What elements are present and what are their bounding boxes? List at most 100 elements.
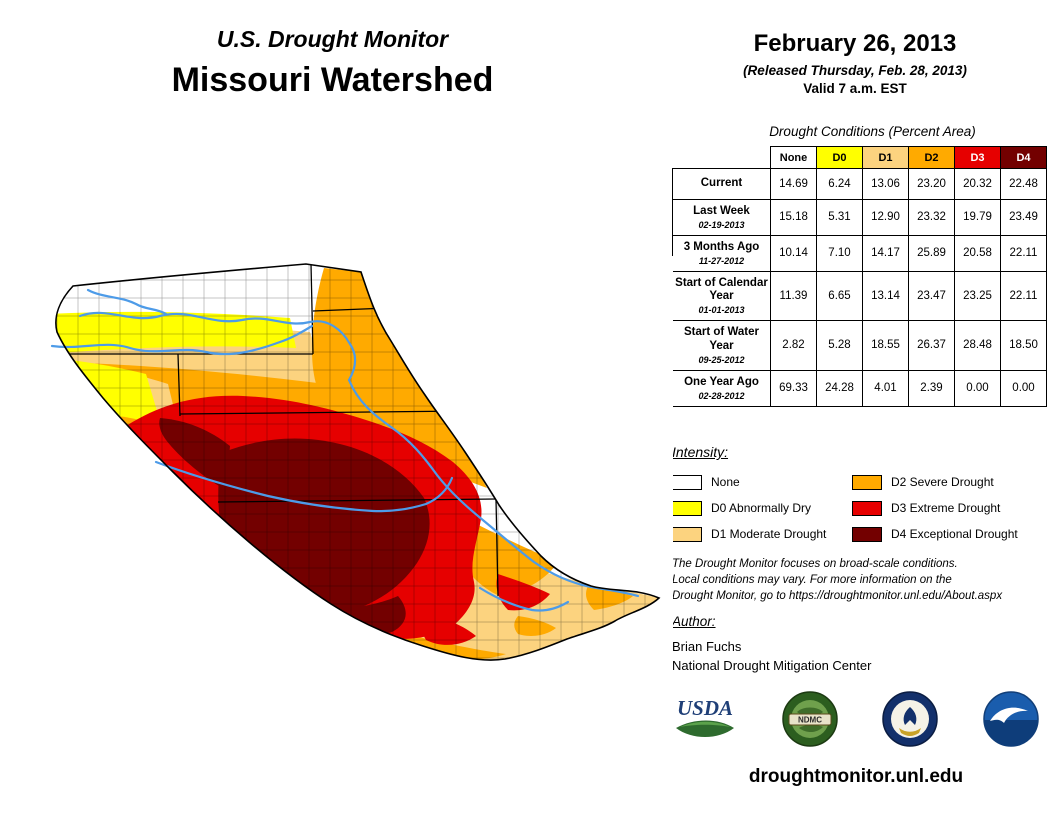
- commerce-logo: [882, 691, 939, 747]
- swatch-d4: [852, 526, 882, 542]
- table-row-start-water-year: Start of Water Year 09-25-2012 2.82 5.28…: [672, 320, 1047, 371]
- legend-item-d3: D3 Extreme Drought: [852, 495, 1018, 521]
- region-d2: [311, 268, 487, 488]
- cell: 15.18: [770, 199, 817, 236]
- row-label: One Year Ago: [684, 375, 759, 388]
- cell: 11.39: [770, 270, 817, 322]
- swatch-none: [672, 474, 702, 490]
- row-date: 11-27-2012: [698, 255, 745, 266]
- col-header-d2: D2: [908, 146, 955, 169]
- cell: 14.17: [862, 234, 909, 272]
- cell: 5.28: [816, 320, 863, 371]
- region-d2: [586, 586, 633, 610]
- cell: 13.06: [862, 168, 909, 200]
- logo-row: USDA NDMC: [672, 690, 1040, 748]
- row-label: Current: [700, 177, 743, 190]
- cell: 23.49: [1000, 199, 1047, 236]
- region-d3: [496, 574, 550, 611]
- legend-title: Intensity:: [672, 444, 729, 460]
- ndmc-logo: NDMC: [781, 691, 838, 747]
- cell: 26.37: [908, 320, 955, 371]
- col-header-d1: D1: [862, 146, 909, 169]
- cell: 22.11: [1000, 270, 1047, 322]
- author-heading: Author:: [672, 614, 716, 629]
- cell: 6.24: [816, 168, 863, 200]
- legend-item-d1: D1 Moderate Drought: [672, 521, 852, 547]
- drought-map: [28, 256, 673, 716]
- state-borders: [44, 263, 499, 597]
- disclaimer-text: The Drought Monitor focuses on broad-sca…: [672, 558, 1003, 603]
- cell: 28.48: [954, 320, 1001, 371]
- drought-conditions-table: None D0 D1 D2 D3 D4 Current 14.69 6.24 1…: [672, 146, 1047, 407]
- cell: 23.25: [954, 270, 1001, 322]
- region-title: Missouri Watershed: [171, 61, 494, 99]
- row-label: Last Week: [693, 205, 750, 217]
- cell: 23.47: [908, 270, 955, 322]
- row-date: 01-01-2013: [698, 305, 745, 316]
- release-date: (Released Thursday, Feb. 28, 2013): [743, 63, 967, 78]
- missouri-river: [50, 288, 640, 612]
- footer-url[interactable]: droughtmonitor.unl.edu: [748, 766, 964, 787]
- region-d2: [514, 616, 556, 636]
- cell: 18.50: [1000, 320, 1047, 371]
- svg-text:USDA: USDA: [677, 696, 733, 720]
- col-header-none: None: [770, 146, 817, 169]
- author-block: Author: Brian Fuchs National Drought Mit…: [672, 614, 871, 673]
- cell: 69.33: [770, 369, 817, 407]
- cell: 20.58: [954, 234, 1001, 272]
- legend-item-d0: D0 Abnormally Dry: [672, 495, 852, 521]
- author-organization: National Drought Mitigation Center: [672, 658, 872, 673]
- cell: 2.39: [908, 369, 955, 407]
- table-row-3-months-ago: 3 Months Ago 11-27-2012 10.14 7.10 14.17…: [672, 234, 1047, 272]
- row-date: 02-28-2012: [698, 390, 745, 401]
- cell: 14.69: [770, 168, 817, 200]
- swatch-d2: [852, 474, 882, 490]
- noaa-logo: [983, 691, 1039, 747]
- swatch-d1: [672, 526, 702, 542]
- table-title: Drought Conditions (Percent Area): [769, 124, 976, 139]
- cell: 22.11: [1000, 234, 1047, 272]
- table-corner-cell: [672, 146, 771, 169]
- swatch-d3: [852, 500, 882, 516]
- region-d4: [159, 418, 230, 490]
- svg-text:NDMC: NDMC: [798, 716, 822, 725]
- cell: 12.90: [862, 199, 909, 236]
- legend-item-none: None: [672, 469, 852, 495]
- table-row-one-year-ago: One Year Ago 02-28-2012 69.33 24.28 4.01…: [672, 369, 1047, 407]
- legend-item-d4: D4 Exceptional Drought: [852, 521, 1018, 547]
- region-d3: [421, 614, 476, 645]
- col-header-d3: D3: [954, 146, 1001, 169]
- title-block: U.S. Drought Monitor Missouri Watershed: [60, 26, 605, 100]
- row-label: Start of Calendar Year: [675, 276, 768, 303]
- row-label: Start of Water Year: [684, 326, 759, 352]
- col-header-d4: D4: [1000, 146, 1047, 169]
- author-name: Brian Fuchs: [672, 639, 742, 654]
- legend-item-d2: D2 Severe Drought: [852, 469, 1018, 495]
- cell: 24.28: [816, 369, 863, 407]
- report-title: U.S. Drought Monitor: [216, 26, 449, 52]
- cell: 19.79: [954, 199, 1001, 236]
- watershed-outline: [55, 263, 661, 661]
- row-date: 02-19-2013: [698, 219, 745, 230]
- region-d0: [44, 311, 296, 354]
- table-header-row: None D0 D1 D2 D3 D4: [672, 146, 1047, 169]
- table-row-last-week: Last Week 02-19-2013 15.18 5.31 12.90 23…: [672, 199, 1047, 236]
- missouri-watershed-map: [28, 256, 673, 711]
- cell: 18.55: [862, 320, 909, 371]
- cell: 23.32: [908, 199, 955, 236]
- row-date: 09-25-2012: [698, 354, 745, 365]
- map-date: February 26, 2013: [753, 30, 957, 57]
- cell: 0.00: [1000, 369, 1047, 407]
- date-block: February 26, 2013 (Released Thursday, Fe…: [690, 30, 1020, 96]
- table-row-start-calendar-year: Start of Calendar Year 01-01-2013 11.39 …: [672, 270, 1047, 322]
- swatch-d0: [672, 500, 702, 516]
- cell: 0.00: [954, 369, 1001, 407]
- cell: 25.89: [908, 234, 955, 272]
- cell: 13.14: [862, 270, 909, 322]
- cell: 20.32: [954, 168, 1001, 200]
- col-header-d0: D0: [816, 146, 863, 169]
- cell: 23.20: [908, 168, 955, 200]
- cell: 2.82: [770, 320, 817, 371]
- cell: 22.48: [1000, 168, 1047, 200]
